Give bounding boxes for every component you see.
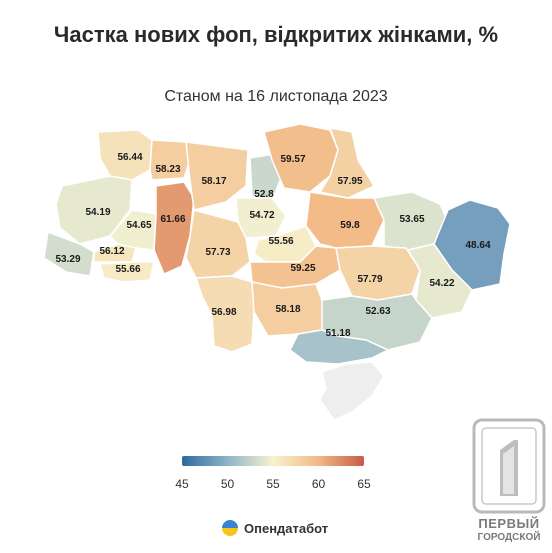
source-attribution: Опендатабот bbox=[222, 520, 328, 536]
map-region bbox=[185, 141, 249, 211]
map-region bbox=[99, 261, 155, 283]
region-value-label: 59.25 bbox=[290, 263, 315, 274]
region-value-label: 54.72 bbox=[249, 210, 274, 221]
region-value-label: 59.57 bbox=[280, 154, 305, 165]
map-region bbox=[407, 243, 473, 319]
map-subtitle: Станом на 16 листопада 2023 bbox=[164, 88, 388, 105]
source-label: Опендатабот bbox=[244, 520, 329, 536]
map-region bbox=[97, 129, 153, 181]
region-value-label: 48.64 bbox=[465, 240, 490, 251]
watermark-line-2: ГОРОДСКОЙ bbox=[477, 532, 541, 543]
pervyi-gorodskoi-watermark: ПЕРВЫЙ ГОРОДСКОЙ bbox=[470, 418, 548, 548]
map-region bbox=[319, 361, 385, 421]
region-value-label: 56.12 bbox=[99, 246, 124, 257]
region-value-label: 54.19 bbox=[85, 207, 110, 218]
region-value-label: 52.63 bbox=[365, 306, 390, 317]
map-region bbox=[289, 329, 389, 365]
region-value-label: 61.66 bbox=[160, 214, 185, 225]
legend-tick-label: 50 bbox=[220, 477, 235, 491]
region-value-label: 55.56 bbox=[268, 236, 293, 247]
region-value-label: 53.29 bbox=[55, 254, 80, 265]
region-value-label: 58.18 bbox=[275, 304, 300, 315]
region-value-label: 51.18 bbox=[325, 328, 350, 339]
region-value-label: 56.44 bbox=[117, 152, 142, 163]
map-region bbox=[335, 245, 421, 301]
region-value-label: 53.65 bbox=[399, 214, 424, 225]
region-value-label: 57.73 bbox=[205, 247, 230, 258]
legend-tick-label: 45 bbox=[175, 477, 189, 491]
region-value-label: 57.79 bbox=[357, 274, 382, 285]
legend-tick-label: 60 bbox=[311, 477, 326, 491]
opendatabot-logo-icon bbox=[222, 520, 238, 536]
region-value-label: 55.66 bbox=[115, 264, 140, 275]
map-region bbox=[195, 275, 255, 353]
region-value-label: 58.17 bbox=[201, 176, 226, 187]
region-value-label: 56.98 bbox=[211, 307, 236, 318]
region-value-label: 59.8 bbox=[340, 220, 360, 231]
map-region bbox=[43, 231, 95, 277]
legend-tick-label: 55 bbox=[266, 477, 280, 491]
map-title: Частка нових фоп, відкритих жінками, % bbox=[53, 22, 499, 47]
legend-tick-label: 65 bbox=[357, 477, 371, 491]
region-value-label: 52.8 bbox=[254, 189, 274, 200]
legend-color-scale bbox=[182, 456, 364, 466]
region-value-label: 57.95 bbox=[337, 176, 362, 187]
watermark-line-1: ПЕРВЫЙ bbox=[478, 516, 540, 531]
region-value-label: 54.65 bbox=[126, 220, 151, 231]
region-value-label: 58.23 bbox=[155, 164, 180, 175]
region-value-label: 54.22 bbox=[429, 278, 454, 289]
